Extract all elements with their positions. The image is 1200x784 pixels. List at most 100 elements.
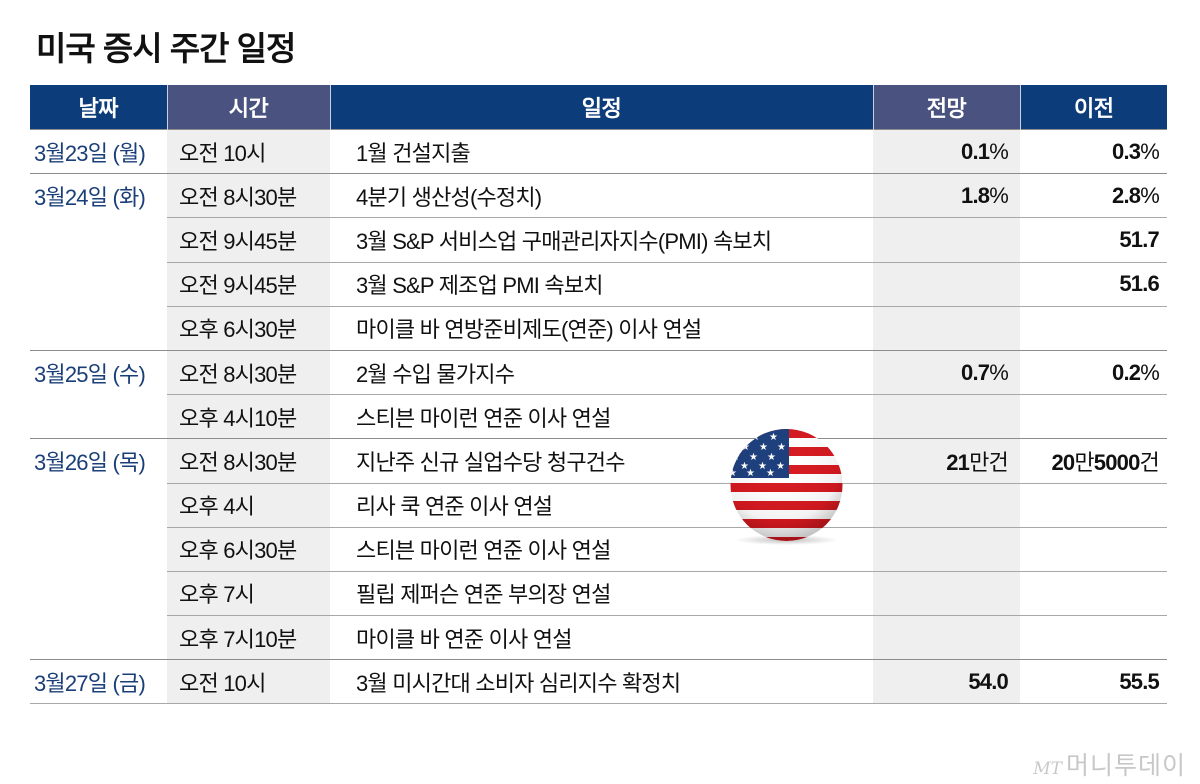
previous-unit-2: 건 [1139,449,1160,475]
table-row: 3월23일 (월) 오전 10시 1월 건설지출 0.1% 0.3% [30,128,1167,174]
table-row: 오후 6시30분 마이클 바 연방준비제도(연준) 이사 연설 [30,305,1167,351]
forecast-cell [873,261,1020,307]
logo-name: 머니투데이 [1065,751,1186,780]
forecast-cell: 0.7% [873,349,1020,395]
forecast-cell [873,482,1020,528]
table-row: 오후 7시 필립 제퍼슨 연준 부의장 연설 [30,570,1167,616]
previous-cell: 2.8% [1020,173,1167,218]
previous-cell [1020,394,1167,439]
date-cell: 3월27일 (금) [30,659,167,705]
date-cell: 3월25일 (수) [30,349,167,395]
header-forecast: 전망 [872,85,1020,130]
forecast-unit: % [989,359,1009,385]
time-cell: 오전 8시30분 [167,438,330,483]
previous-cell: 20만5000건 [1020,438,1167,483]
previous-cell: 51.7 [1020,217,1167,263]
table-row: 오후 6시30분 스티븐 마이런 연준 이사 연설 [30,526,1167,572]
event-text: 마이클 바 연방준비제도(연준) 이사 연설 [356,317,702,343]
time-cell: 오전 10시 [167,659,330,705]
forecast-cell [873,570,1020,616]
previous-cell [1020,305,1167,351]
previous-unit: % [1140,138,1160,164]
event-text: 3월 S&P 제조업 PMI 속보치 [356,273,604,299]
table-row: 3월24일 (화) 오전 8시30분 4분기 생산성(수정치) 1.8% 2.8% [30,173,1167,218]
time-cell: 오후 6시30분 [167,526,330,572]
event-text: 지난주 신규 실업수당 청구건수 [356,449,625,475]
event-cell: 1월 건설지출 [330,128,873,174]
table-row: 오후 4시10분 스티븐 마이런 연준 이사 연설 [30,394,1167,439]
event-text: 스티븐 마이런 연준 이사 연설 [356,538,611,564]
previous-unit: 만 [1074,449,1094,475]
previous-cell [1020,615,1167,660]
previous-cell [1020,570,1167,616]
table-row: 오후 4시 리사 쿡 연준 이사 연설 [30,482,1167,528]
forecast-cell [873,217,1020,263]
previous-unit: % [1140,182,1160,208]
previous-cell: 0.2% [1020,349,1167,395]
time-text: 오전 9시45분 [179,273,297,299]
previous-value: 0.3 [1112,138,1141,164]
date-cell [30,527,167,571]
previous-value: 2.8 [1112,182,1141,208]
event-cell: 2월 수입 물가지수 [330,349,873,395]
previous-cell: 51.6 [1020,261,1167,307]
date-text: 3월24일 (화) [34,185,146,211]
page-title: 미국 증시 주간 일정 [36,30,296,67]
table-row: 3월25일 (수) 오전 8시30분 2월 수입 물가지수 0.7% 0.2% [30,349,1167,395]
forecast-value: 0.1 [961,138,990,164]
previous-cell [1020,482,1167,528]
date-cell [30,218,167,262]
header-date: 날짜 [30,85,167,130]
date-cell [30,571,167,615]
forecast-value: 1.8 [961,182,990,208]
time-text: 오후 7시 [179,582,255,608]
table-row: 3월27일 (금) 오전 10시 3월 미시간대 소비자 심리지수 확정치 54.0 5… [30,659,1167,705]
table-row: 3월26일 (목) 오전 8시30분 지난주 신규 실업수당 청구건수 21만건 20만… [30,438,1167,483]
forecast-unit: 만건 [969,449,1009,475]
schedule-table: 날짜 시간 일정 전망 이전 3월23일 (월) 오전 10시 1월 건설지출 0.1… [30,85,1167,705]
time-cell: 오후 4시 [167,482,330,528]
table-row: 오전 9시45분 3월 S&P 제조업 PMI 속보치 51.6 [30,261,1167,307]
time-text: 오후 4시 [179,494,255,520]
event-cell: 3월 S&P 제조업 PMI 속보치 [330,261,873,307]
time-text: 오전 10시 [179,140,266,166]
forecast-unit: % [989,138,1009,164]
previous-cell: 0.3% [1020,128,1167,174]
event-text: 2월 수입 물가지수 [356,361,515,387]
event-cell: 3월 미시간대 소비자 심리지수 확정치 [330,659,873,705]
header-time: 시간 [166,85,330,130]
date-cell [30,262,167,306]
time-cell: 오전 10시 [167,128,330,174]
table-row: 오후 7시10분 마이클 바 연준 이사 연설 [30,615,1167,660]
forecast-value: 54.0 [968,668,1008,694]
time-text: 오후 6시30분 [179,317,297,343]
forecast-cell [873,526,1020,572]
time-text: 오후 6시30분 [179,538,297,564]
time-text: 오전 9시45분 [179,228,297,254]
forecast-cell: 0.1% [873,128,1020,174]
publisher-logo: MT 머니투데이 [1033,746,1186,782]
previous-value: 51.6 [1119,271,1159,297]
time-cell: 오후 7시10분 [167,615,330,660]
event-text: 마이클 바 연준 이사 연설 [356,626,572,652]
time-text: 오전 8시30분 [179,184,297,210]
forecast-value: 21 [946,449,970,475]
time-text: 오전 10시 [179,670,266,696]
time-text: 오후 4시10분 [179,405,297,431]
forecast-cell: 21만건 [873,438,1020,483]
us-flag-icon: ★★ ★★★ ★★★ ★★★ ★★★ [730,429,843,545]
header-previous: 이전 [1019,85,1167,130]
forecast-cell [873,615,1020,660]
previous-value: 20 [1051,449,1075,475]
time-text: 오전 8시30분 [179,449,297,475]
forecast-cell [873,305,1020,351]
previous-value-2: 5000 [1093,449,1141,475]
forecast-value: 0.7 [961,359,990,385]
time-cell: 오후 6시30분 [167,305,330,351]
previous-cell [1020,526,1167,572]
event-text: 3월 S&P 서비스업 구매관리자지수(PMI) 속보치 [356,228,772,254]
date-cell [30,395,167,439]
forecast-unit: % [989,182,1009,208]
time-cell: 오후 7시 [167,570,330,616]
time-cell: 오전 9시45분 [167,261,330,307]
